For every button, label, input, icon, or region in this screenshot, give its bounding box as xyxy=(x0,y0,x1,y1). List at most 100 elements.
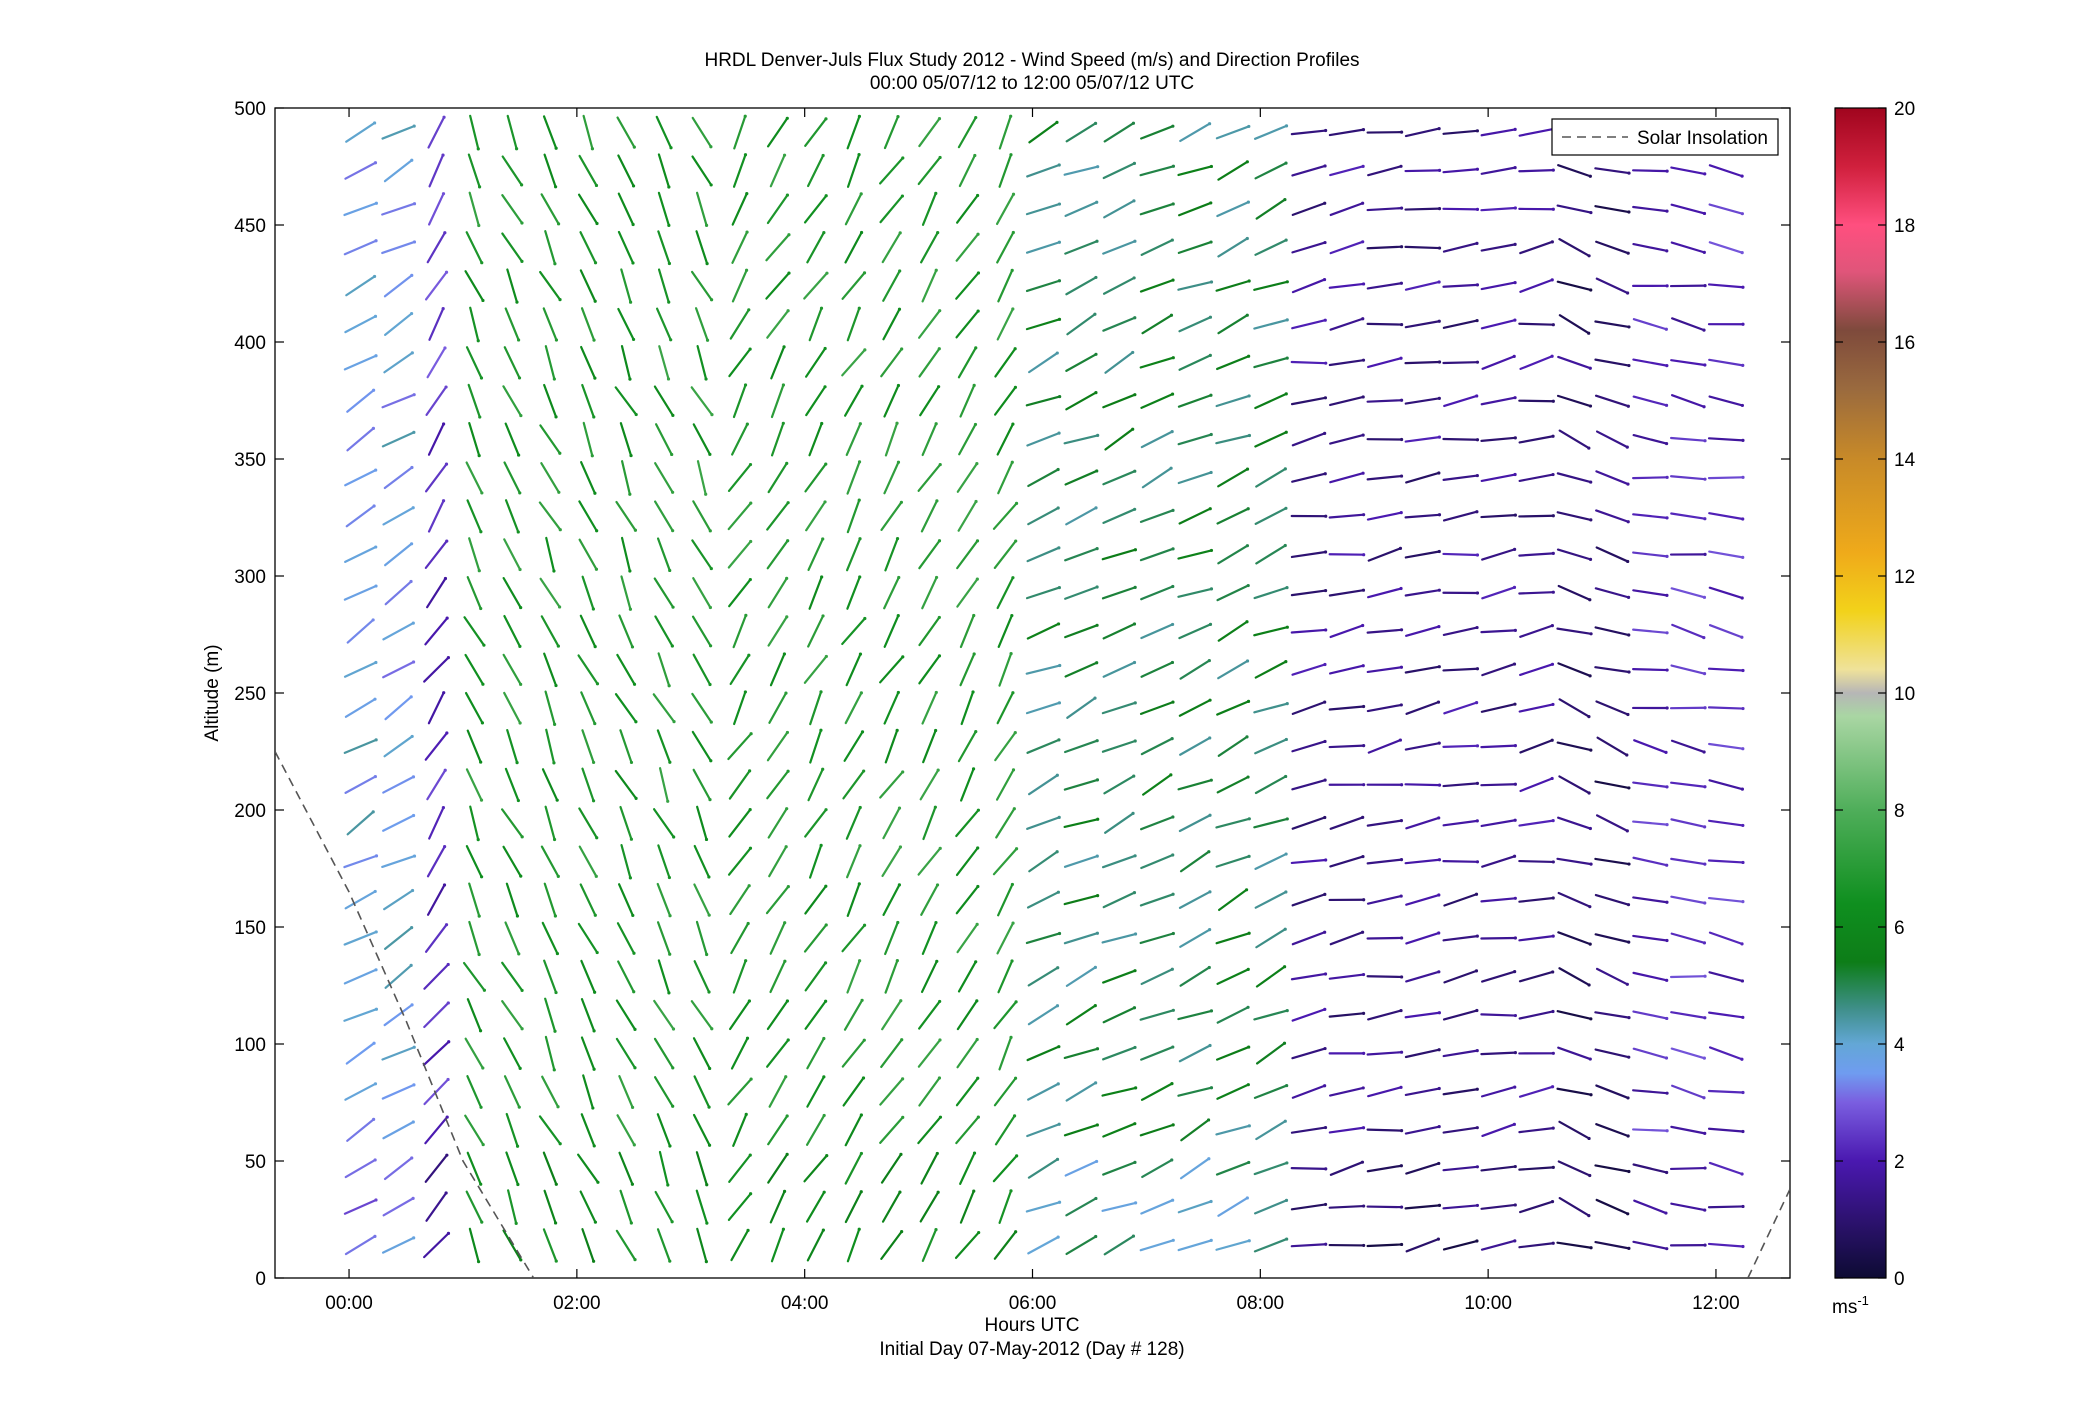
wind-vector-head xyxy=(411,1196,415,1200)
wind-vector-head xyxy=(374,854,379,858)
wind-vector-head xyxy=(1362,898,1366,902)
wind-vector-head xyxy=(1587,446,1591,450)
wind-vector xyxy=(1328,1126,1365,1134)
wind-vector xyxy=(1556,280,1592,292)
wind-vector xyxy=(1405,931,1440,945)
wind-vector-head xyxy=(708,529,712,533)
wind-vector xyxy=(1708,512,1744,521)
colorbar-tick-label: 2 xyxy=(1894,1152,1905,1173)
wind-vector-head xyxy=(975,462,979,466)
wind-vector xyxy=(1291,931,1326,946)
wind-vector-head xyxy=(1703,284,1707,288)
wind-vector xyxy=(766,770,790,800)
wind-vector xyxy=(883,691,900,725)
wind-vector xyxy=(993,539,1017,569)
wind-vector-head xyxy=(1475,129,1479,133)
wind-vector xyxy=(1102,276,1136,295)
wind-vector-head xyxy=(1056,467,1060,472)
wind-vector xyxy=(921,422,938,457)
wind-vector-head xyxy=(1437,588,1441,592)
wind-vector-head xyxy=(895,421,899,425)
wind-vector xyxy=(1329,624,1364,639)
wind-vector-head xyxy=(1437,246,1442,250)
wind-vector-head xyxy=(1285,1161,1289,1165)
wind-vector-head xyxy=(1740,787,1744,791)
wind-vector xyxy=(804,462,827,493)
wind-vector xyxy=(998,1189,1013,1224)
wind-vector xyxy=(504,921,520,955)
wind-vector xyxy=(956,539,979,570)
y-tick-label: 0 xyxy=(255,1269,266,1290)
wind-vector-head xyxy=(1171,815,1175,819)
wind-vector-head xyxy=(1437,471,1441,475)
wind-vector xyxy=(1140,430,1174,449)
wind-vector xyxy=(423,656,450,683)
wind-vector-head xyxy=(1011,921,1015,925)
wind-vector-head xyxy=(1133,393,1137,397)
wind-vector xyxy=(1404,360,1441,365)
wind-vector-head xyxy=(1512,354,1516,358)
colorbar-tick-label: 6 xyxy=(1894,918,1905,939)
wind-vector-head xyxy=(1009,1189,1013,1193)
wind-vector xyxy=(1480,629,1517,634)
wind-vector-head xyxy=(1010,882,1014,887)
wind-vector xyxy=(955,271,980,300)
wind-vector xyxy=(1328,744,1365,749)
wind-vector-head xyxy=(591,799,596,803)
wind-vector-head xyxy=(782,153,787,157)
wind-vector-head xyxy=(785,730,790,735)
wind-vector xyxy=(1595,546,1629,563)
wind-vector-head xyxy=(374,468,378,472)
wind-vector-head xyxy=(479,376,484,380)
wind-vector xyxy=(1594,933,1630,944)
wind-vector-head xyxy=(1284,506,1288,510)
wind-vector-head xyxy=(520,183,524,187)
wind-vector xyxy=(1556,1010,1592,1020)
wind-vector xyxy=(346,618,375,644)
wind-vector xyxy=(544,1035,556,1071)
wind-vector xyxy=(960,690,975,726)
wind-vector xyxy=(1329,240,1364,255)
wind-vector-head xyxy=(1132,276,1136,280)
wind-vector-head xyxy=(1665,209,1669,213)
wind-vector xyxy=(880,501,903,531)
wind-vector xyxy=(1481,548,1516,561)
wind-vector xyxy=(1291,893,1326,907)
wind-vector-head xyxy=(666,1183,670,1187)
wind-vector-head xyxy=(410,465,414,470)
wind-vector xyxy=(428,806,445,840)
wind-vector xyxy=(501,232,524,263)
wind-vector-head xyxy=(1399,783,1404,787)
wind-vector xyxy=(730,922,750,955)
wind-vector xyxy=(691,116,712,148)
wind-vector xyxy=(1442,667,1479,672)
wind-vector-head xyxy=(556,644,560,648)
wind-vector-head xyxy=(412,393,416,397)
wind-vector-head xyxy=(633,1258,637,1262)
wind-vector-head xyxy=(441,499,446,503)
wind-vector xyxy=(692,1037,711,1070)
wind-vector xyxy=(693,1075,711,1109)
wind-vector xyxy=(1405,1238,1440,1253)
wind-vector xyxy=(729,999,751,1031)
wind-vector xyxy=(543,652,558,687)
wind-vector-head xyxy=(1740,596,1744,600)
wind-vector-head xyxy=(858,537,862,541)
wind-vector-head xyxy=(1209,1199,1213,1204)
wind-vector-head xyxy=(1437,1125,1441,1129)
wind-vector xyxy=(1404,127,1441,138)
wind-vector-head xyxy=(901,1115,905,1119)
wind-vector-head xyxy=(447,1040,451,1044)
wind-vector-head xyxy=(1246,200,1250,204)
wind-vector xyxy=(1442,860,1479,863)
wind-vector-head xyxy=(1513,206,1517,210)
wind-vector-head xyxy=(749,732,753,736)
wind-vector-head xyxy=(411,660,416,664)
wind-vector xyxy=(1670,436,1707,442)
wind-vector xyxy=(658,345,670,381)
wind-vector xyxy=(1216,584,1250,602)
wind-vector-head xyxy=(481,682,485,686)
wind-vector-head xyxy=(671,1104,675,1108)
wind-vector xyxy=(691,615,712,647)
wind-vector xyxy=(881,999,902,1031)
